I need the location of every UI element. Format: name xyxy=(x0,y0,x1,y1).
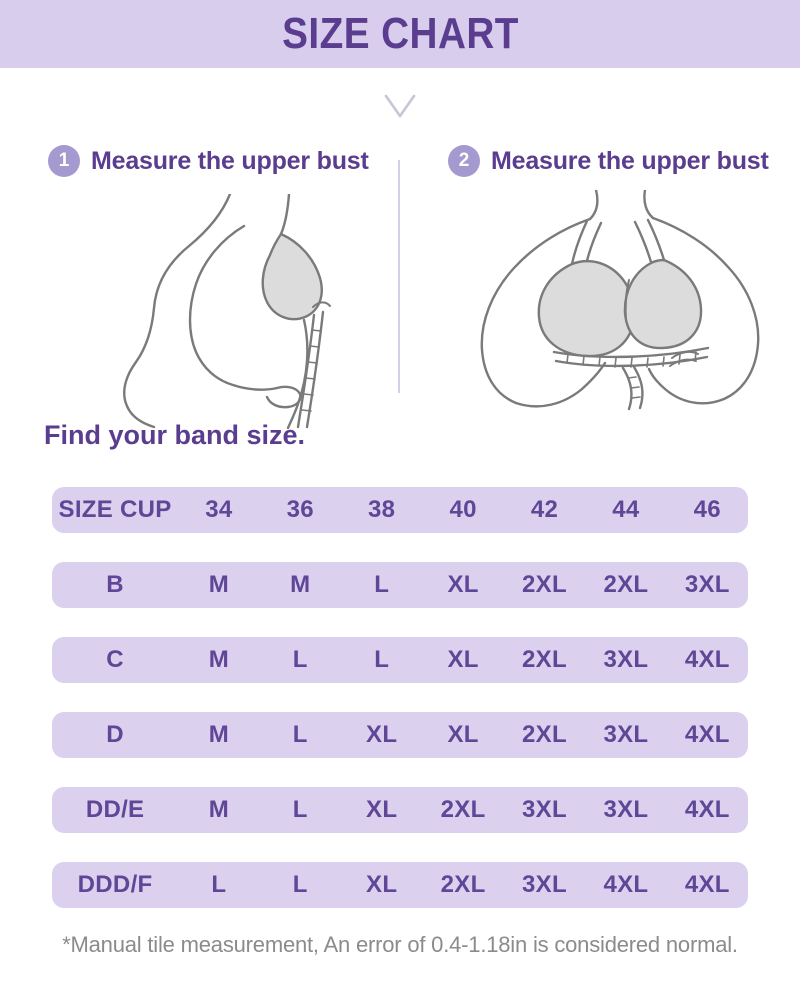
table-header-cell: 44 xyxy=(612,496,640,523)
size-cell: L xyxy=(211,871,227,898)
size-cell: M xyxy=(208,571,230,598)
table-header-row: SIZE CUP 34 36 38 40 42 44 46 xyxy=(52,487,748,533)
size-cell: XL xyxy=(447,646,479,673)
size-cell: L xyxy=(374,571,390,598)
step-1-label: Measure the upper bust xyxy=(91,146,369,175)
size-cell: L xyxy=(374,646,390,673)
table-row: C M L L XL 2XL 3XL 4XL xyxy=(52,637,748,683)
table-header-cell: SIZE CUP xyxy=(58,496,172,523)
size-cell: L xyxy=(292,796,308,823)
table-header-cell: 42 xyxy=(530,496,559,523)
page-title: SIZE CHART xyxy=(281,9,519,58)
size-cell: 3XL xyxy=(522,871,567,898)
size-cell: XL xyxy=(366,871,398,898)
size-cell: L xyxy=(292,871,308,898)
cup-cell: D xyxy=(106,721,124,748)
step-2: 2 Measure the upper bust xyxy=(400,145,800,177)
size-cell: 2XL xyxy=(522,571,567,598)
front-view-measuring-illustration xyxy=(458,188,778,420)
size-cell: 3XL xyxy=(603,721,649,748)
cup-cell: C xyxy=(106,646,124,673)
step-1-number-badge: 1 xyxy=(48,145,80,177)
vertical-divider xyxy=(398,160,400,393)
size-cell: 4XL xyxy=(684,646,730,673)
table-row: D M L XL XL 2XL 3XL 4XL xyxy=(52,712,748,758)
table-header-cell: 46 xyxy=(693,496,721,523)
size-cell: XL xyxy=(447,721,479,748)
size-cell: 3XL xyxy=(603,646,649,673)
size-cell: M xyxy=(208,646,230,673)
band-size-heading: Find your band size. xyxy=(44,420,306,450)
size-cell: XL xyxy=(366,796,398,823)
table-row: DDD/F L L XL 2XL 3XL 4XL 4XL xyxy=(52,862,748,908)
cup-cell: DDD/F xyxy=(77,871,153,898)
steps-row: 1 Measure the upper bust 2 Measure the u… xyxy=(0,145,800,177)
cup-cell: B xyxy=(106,571,124,598)
size-cell: 4XL xyxy=(603,871,649,898)
size-cell: 4XL xyxy=(684,871,730,898)
size-cell: 3XL xyxy=(684,571,730,598)
illustrations-row xyxy=(0,160,800,430)
size-cell: 2XL xyxy=(440,871,486,898)
size-cell: L xyxy=(292,646,308,673)
size-chart-table: SIZE CUP 34 36 38 40 42 44 46 B M M L XL… xyxy=(52,487,748,937)
table-header-cell: 38 xyxy=(368,496,396,523)
size-cell: M xyxy=(208,721,230,748)
header-banner: SIZE CHART xyxy=(0,0,800,68)
measurement-disclaimer: *Manual tile measurement, An error of 0.… xyxy=(62,932,738,957)
size-cell: 3XL xyxy=(522,796,567,823)
size-cell: 4XL xyxy=(684,796,730,823)
table-header-cell: 34 xyxy=(205,496,233,523)
step-2-number-badge: 2 xyxy=(448,145,480,177)
table-header-cell: 36 xyxy=(286,496,314,523)
side-view-measuring-illustration xyxy=(92,192,392,434)
size-cell: 4XL xyxy=(684,721,730,748)
size-cell: L xyxy=(292,721,308,748)
cup-cell: DD/E xyxy=(85,796,145,823)
table-row: DD/E M L XL 2XL 3XL 3XL 4XL xyxy=(52,787,748,833)
step-1: 1 Measure the upper bust xyxy=(0,145,400,177)
size-cell: M xyxy=(290,571,311,598)
size-cell: XL xyxy=(366,721,398,748)
size-cell: 2XL xyxy=(522,721,567,748)
size-cell: 2XL xyxy=(440,796,486,823)
step-2-label: Measure the upper bust xyxy=(491,146,769,175)
size-cell: 2XL xyxy=(603,571,649,598)
table-row: B M M L XL 2XL 2XL 3XL xyxy=(52,562,748,608)
size-cell: 2XL xyxy=(522,646,567,673)
size-cell: 3XL xyxy=(603,796,649,823)
chevron-down-icon xyxy=(383,93,417,124)
size-cell: M xyxy=(208,796,230,823)
table-header-cell: 40 xyxy=(449,496,477,523)
size-cell: XL xyxy=(447,571,479,598)
